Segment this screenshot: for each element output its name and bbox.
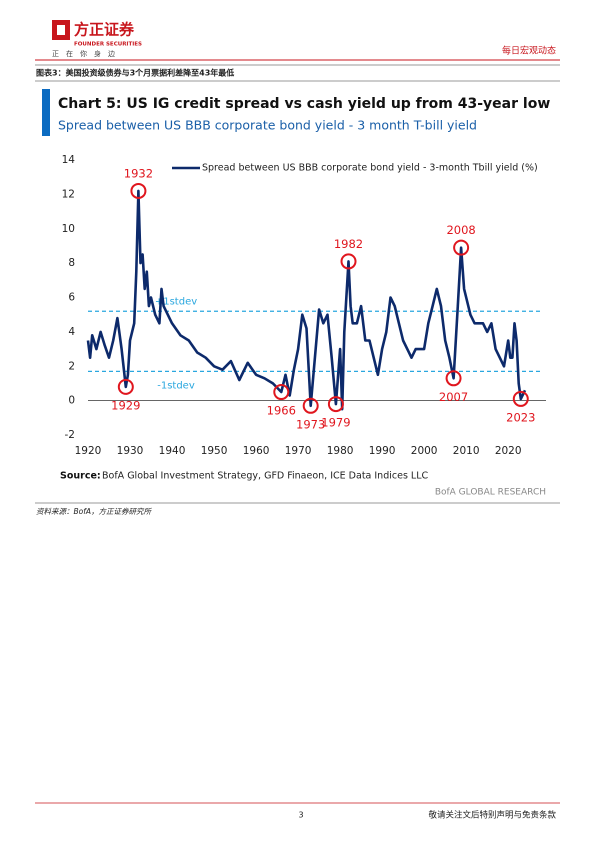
annotation-label: 1932	[124, 166, 153, 180]
y-tick-label: 10	[62, 223, 75, 235]
source: BofA Global Investment Strategy, GFD Fin…	[102, 471, 428, 482]
annotation-circle	[512, 390, 529, 407]
reference-label: +1stdev	[155, 296, 197, 307]
annotation-label: 1966	[267, 404, 296, 418]
source-label: Source:	[60, 471, 101, 482]
annotation-circle	[327, 396, 344, 413]
series-line	[86, 189, 527, 411]
y-tick-label: 4	[68, 326, 75, 338]
annotation-label: 1973	[296, 417, 325, 431]
annotation-label: 1929	[111, 398, 140, 412]
annotation-circle	[453, 239, 470, 256]
legend-label: Spread between US BBB corporate bond yie…	[202, 163, 538, 174]
annotation-label: 2008	[446, 223, 475, 237]
logo-english: FOUNDER SECURITIES	[74, 42, 142, 48]
y-tick-label: 6	[68, 292, 75, 304]
y-tick-label: -2	[65, 429, 75, 441]
y-tick-label: 12	[62, 188, 75, 200]
annotation-circle	[130, 182, 147, 199]
x-tick-label: 1960	[243, 445, 270, 457]
y-tick-label: 14	[62, 154, 76, 166]
x-tick-label: 2010	[453, 445, 480, 457]
x-tick-label: 1950	[201, 445, 228, 457]
disclaimer: 敬请关注文后特别声明与免责条款	[428, 810, 556, 821]
x-tick-label: 1940	[159, 445, 186, 457]
logo-icon-inner	[57, 25, 65, 35]
x-tick-label: 2020	[495, 445, 522, 457]
x-tick-label: 2000	[411, 445, 438, 457]
annotation-circle	[117, 378, 134, 395]
title-bar	[42, 89, 50, 136]
y-tick-label: 8	[68, 257, 75, 269]
annotation-circle	[273, 384, 290, 401]
annotation-circle	[445, 370, 462, 387]
x-tick-label: 1920	[75, 445, 102, 457]
reference-label: -1stdev	[157, 380, 195, 391]
source-note: 资料来源：BofA，方正证券研究所	[36, 507, 153, 516]
chart-title: Chart 5: US IG credit spread vs cash yie…	[58, 96, 550, 112]
annotation-circle	[302, 397, 319, 414]
x-tick-label: 1980	[327, 445, 354, 457]
logo-name: 方正证券	[74, 21, 135, 39]
section-name: 每日宏观动态	[502, 45, 556, 57]
y-tick-label: 0	[68, 395, 75, 407]
chart-subtitle: Spread between US BBB corporate bond yie…	[58, 118, 477, 133]
x-tick-label: 1990	[369, 445, 396, 457]
x-tick-label: 1930	[117, 445, 144, 457]
annotation-label: 1979	[321, 416, 350, 430]
brand: BofA GLOBAL RESEARCH	[435, 488, 546, 498]
slogan: 正 在 你 身 边	[52, 49, 115, 58]
annotation-label: 2007	[439, 390, 468, 404]
page-number: 3	[298, 811, 303, 820]
annotation-circle	[340, 253, 357, 270]
y-tick-label: 2	[68, 360, 75, 372]
x-tick-label: 1970	[285, 445, 312, 457]
figure-caption: 图表3：美国投资级债券与3个月票据利差降至43年最低	[36, 68, 234, 78]
annotation-label: 1982	[334, 237, 363, 251]
annotation-label: 2023	[506, 410, 535, 424]
